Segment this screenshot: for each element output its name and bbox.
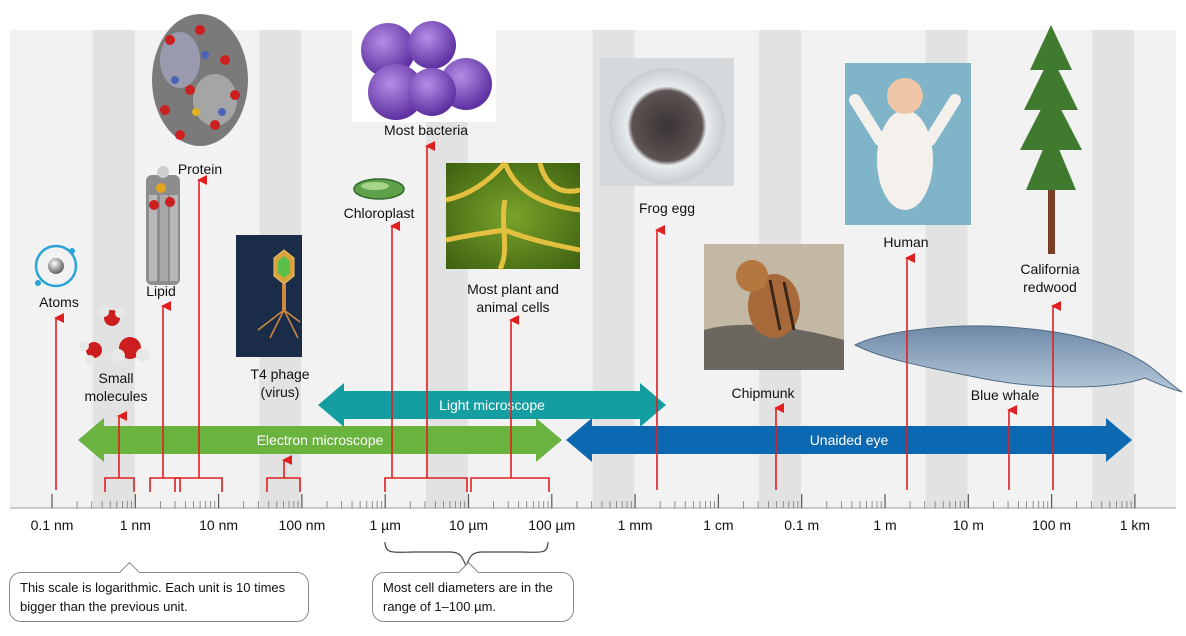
size-arrows — [54, 141, 1061, 490]
plant-cells-photo — [445, 161, 581, 271]
small-molecules-illustration — [79, 307, 150, 365]
item-label-chloroplast: Chloroplast — [344, 205, 415, 221]
size-bracket — [470, 477, 550, 492]
item-label-blue-whale: Blue whale — [971, 387, 1040, 403]
lipid-illustration — [146, 166, 180, 285]
redwood-illustration — [1020, 25, 1082, 254]
item-label-redwood: California redwood — [1020, 261, 1079, 295]
tick-label: 10 nm — [199, 517, 238, 533]
cell-range-note: Most cell diameters are in the range of … — [372, 561, 574, 622]
range-label: Light microscope — [439, 397, 545, 413]
axis-tick-labels: 0.1 nm 1 nm 10 nm 100 nm 1 µm 10 µm 100 µm 1 mm… — [31, 517, 1150, 533]
item-label-atoms: Atoms — [39, 294, 79, 310]
item-label-cells: Most plant and animal cells — [467, 281, 559, 315]
tick-label: 10 m — [953, 517, 984, 533]
tick-label: 1 cm — [703, 517, 733, 533]
blue-whale-illustration — [853, 325, 1183, 393]
atom-illustration — [34, 244, 78, 288]
item-label-small-molecules: Small molecules — [84, 370, 147, 404]
item-label-lipid: Lipid — [146, 283, 176, 299]
item-labels: Atoms Small molecules Lipid Protein T4 phage(… — [39, 122, 1080, 404]
tick-label: 100 nm — [279, 517, 326, 533]
item-label-protein: Protein — [178, 161, 222, 177]
bacteria-photo — [352, 21, 496, 122]
item-label-most-bacteria: Most bacteria — [384, 122, 468, 138]
tick-label: 1 km — [1120, 517, 1150, 533]
item-label-human: Human — [883, 234, 928, 250]
size-bracket — [384, 477, 468, 492]
cell-range-note-text: Most cell diameters are in the range of … — [383, 580, 553, 614]
range-label: Electron microscope — [257, 432, 384, 448]
tick-label: 0.1 m — [784, 517, 819, 533]
log-scale-note: This scale is logarithmic. Each unit is … — [9, 561, 309, 622]
item-label-frog-egg: Frog egg — [639, 200, 695, 216]
chloroplast-illustration — [353, 178, 405, 200]
range-arrow — [566, 418, 1132, 462]
range-arrow — [318, 383, 666, 427]
tick-label: 100 m — [1032, 517, 1071, 533]
tick-label: 1 µm — [369, 517, 400, 533]
frog-egg-photo — [600, 58, 734, 186]
axis-ticks — [51, 494, 1136, 508]
tick-label: 1 mm — [618, 517, 653, 533]
item-label-chipmunk: Chipmunk — [731, 385, 795, 401]
tick-label: 100 µm — [528, 517, 575, 533]
t4-phage-photo — [236, 235, 302, 357]
tick-label: 10 µm — [449, 517, 488, 533]
tick-label: 1 nm — [120, 517, 151, 533]
size-bracket — [149, 477, 181, 492]
item-label-t4-phage: T4 phage (virus) — [250, 366, 309, 400]
range-label: Unaided eye — [810, 432, 889, 448]
log-scale-note-text: This scale is logarithmic. Each unit is … — [20, 580, 286, 614]
tick-label: 1 m — [873, 517, 896, 533]
protein-illustration — [152, 14, 248, 146]
chipmunk-photo — [704, 244, 844, 370]
human-baby-photo — [845, 63, 971, 225]
tick-label: 0.1 nm — [31, 517, 74, 533]
